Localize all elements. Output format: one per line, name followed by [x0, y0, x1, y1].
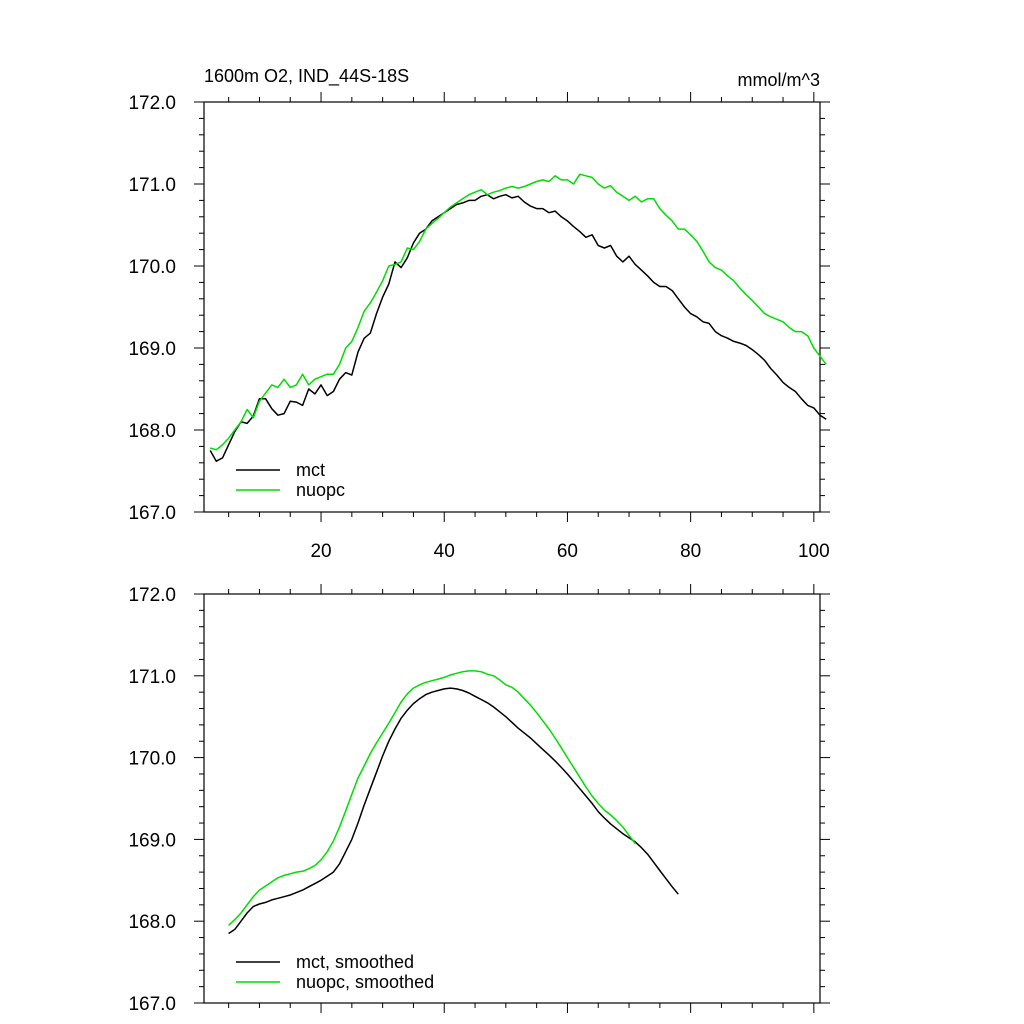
bottom-panel: 167.0 168.0 169.0 170.0 171.0 172.0 mct, smoot…: [128, 584, 830, 1015]
legend-label: mct: [296, 460, 325, 480]
x-tick-label: 20: [310, 541, 331, 562]
series-line-mct-smoothed: [228, 687, 679, 935]
x-tick-label: 60: [557, 541, 578, 562]
x-tick-label: 100: [798, 541, 830, 562]
y-tick-label: 169.0: [128, 830, 176, 851]
y-tick-label: 169.0: [128, 339, 176, 360]
y-tick-label: 170.0: [128, 257, 176, 278]
legend-label: nuopc: [296, 480, 345, 500]
y-tick-label: 172.0: [128, 93, 176, 114]
series-line-nuopc-smoothed: [228, 670, 636, 926]
x-tick-label: 40: [434, 541, 455, 562]
legend-label: nuopc, smoothed: [296, 972, 434, 992]
plot-title-right: mmol/m^3: [738, 70, 820, 90]
y-tick-label: 168.0: [128, 421, 176, 442]
y-tick-label: 172.0: [128, 585, 176, 606]
legend-label: mct, smoothed: [296, 952, 414, 972]
y-tick-label: 167.0: [128, 994, 176, 1015]
series-line-nuopc: [209, 173, 827, 451]
plot-title-left: 1600m O2, IND_44S-18S: [204, 66, 409, 87]
y-tick-label: 171.0: [128, 667, 176, 688]
x-tick-label: 80: [680, 541, 701, 562]
plot-frame: [203, 101, 821, 513]
y-tick-label: 171.0: [128, 175, 176, 196]
y-tick-label: 170.0: [128, 749, 176, 770]
plot-frame: [203, 593, 821, 1004]
series-line-mct: [209, 193, 827, 462]
y-tick-label: 168.0: [128, 912, 176, 933]
top-panel: 20 40 60 80 100 167.0 168.0 169.0 170.0 171.0 172.…: [128, 92, 830, 562]
y-tick-label: 167.0: [128, 503, 176, 524]
